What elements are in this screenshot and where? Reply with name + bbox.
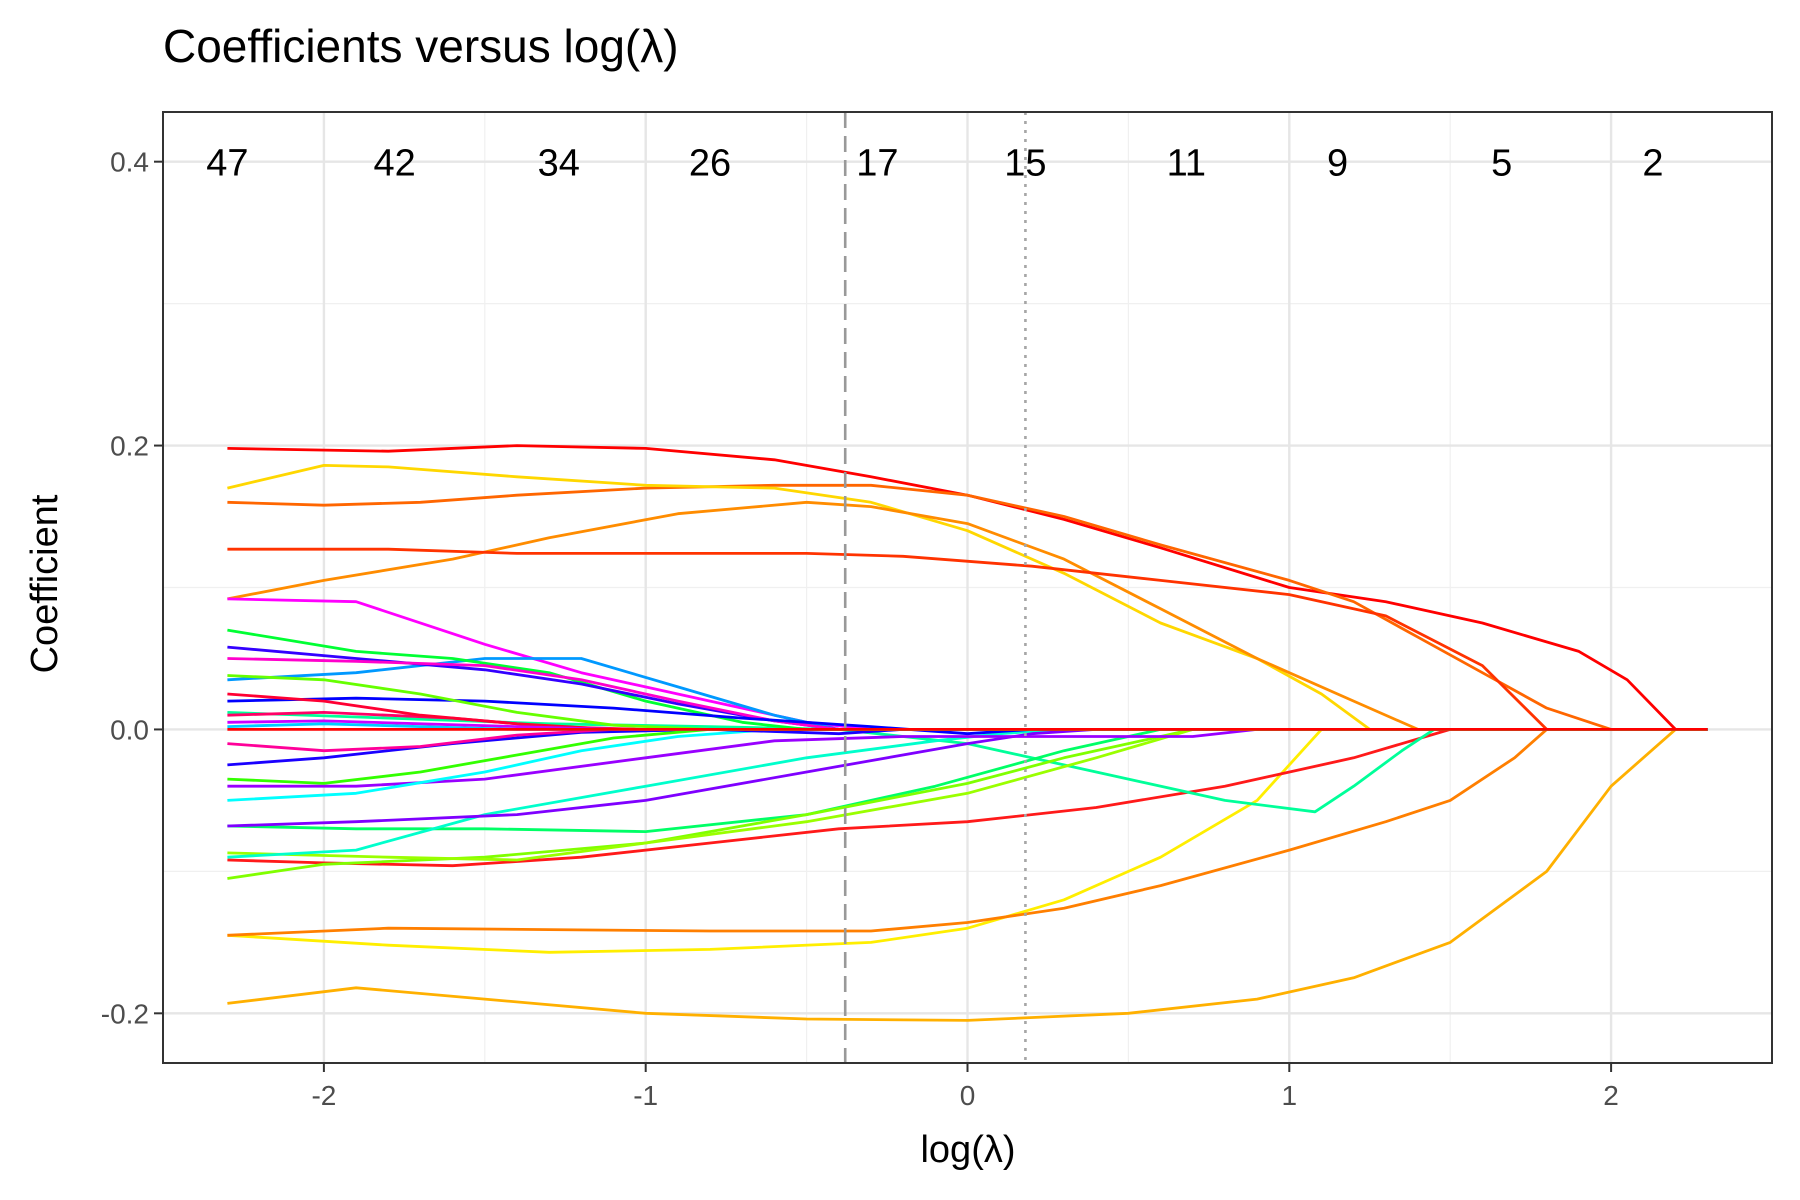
series-line-14 — [227, 728, 1708, 859]
nonzero-count-label: 11 — [1167, 143, 1206, 185]
nonzero-count-label: 26 — [689, 143, 731, 185]
chart-title: Coefficients versus log(λ) — [163, 20, 679, 72]
series-line-1 — [227, 444, 1708, 731]
x-tick-label: 1 — [1282, 1080, 1298, 1111]
x-axis-title: log(λ) — [920, 1129, 1015, 1171]
nonzero-count-label: 17 — [856, 143, 898, 185]
series-line-5 — [227, 547, 1708, 731]
nonzero-count-label: 9 — [1327, 143, 1348, 185]
nonzero-count-label: 5 — [1491, 143, 1512, 185]
y-tick-label: 0.4 — [110, 147, 149, 178]
series-line-4 — [227, 500, 1708, 731]
series-line-6 — [227, 728, 1708, 1022]
y-axis-title: Coefficient — [24, 494, 66, 673]
series-line-9 — [227, 728, 1708, 868]
plot-area: 47 42 34 26 17 15 11 9 5 2 -2 -1 0 1 2 -0.2 0.0 0.2 0.4 — [101, 111, 1773, 1111]
series-line-15 — [227, 728, 1708, 828]
nonzero-count-label: 34 — [538, 143, 580, 185]
series-line-2 — [227, 483, 1708, 731]
nonzero-count-label: 47 — [206, 143, 248, 185]
series-line-8 — [227, 728, 1708, 937]
x-tick-label: -1 — [633, 1080, 658, 1111]
x-tick-label: -2 — [311, 1080, 336, 1111]
series-line-23 — [227, 696, 1708, 736]
y-tick-label: -0.2 — [101, 998, 149, 1029]
nonzero-count-label: 2 — [1642, 143, 1663, 185]
series-line-13 — [227, 728, 1708, 862]
x-tick-label: 2 — [1603, 1080, 1619, 1111]
series-line-10 — [227, 711, 1708, 814]
y-tick-label: 0.2 — [110, 431, 149, 462]
nonzero-count-label: 42 — [374, 143, 416, 185]
nonzero-count-label: 15 — [1004, 143, 1046, 185]
y-tick-label: 0.0 — [110, 714, 149, 745]
x-tick-label: 0 — [960, 1080, 976, 1111]
series-line-22 — [227, 657, 1708, 731]
